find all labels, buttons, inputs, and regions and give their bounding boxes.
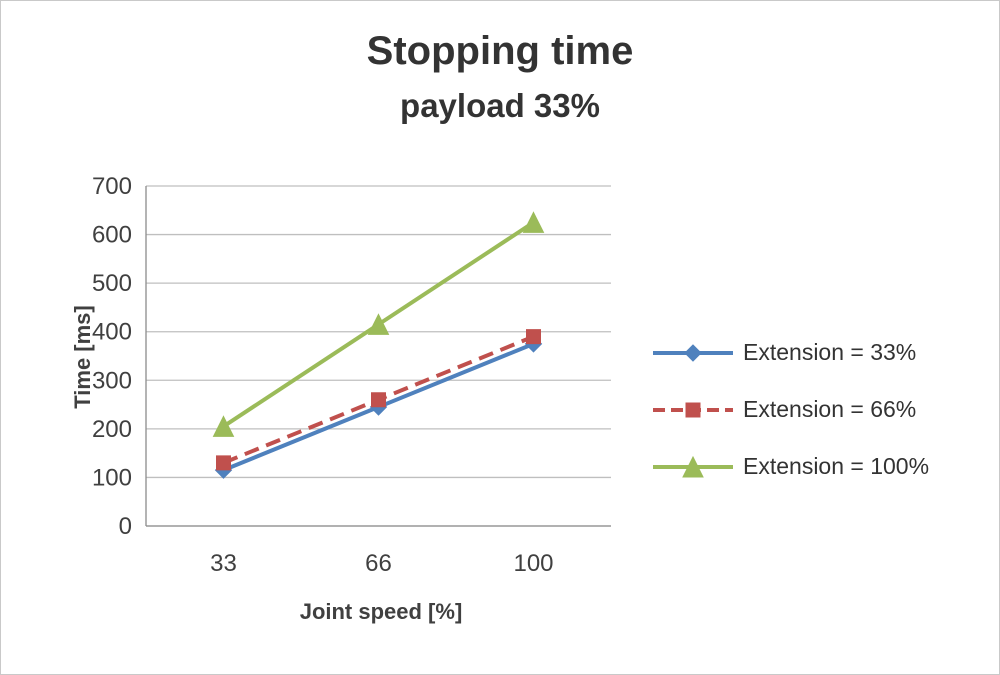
triangle-marker [212, 415, 235, 437]
x-tick-label: 100 [513, 550, 553, 577]
legend-swatch [653, 343, 733, 362]
y-tick-label: 0 [119, 513, 132, 540]
y-tick-label: 400 [92, 319, 132, 346]
square-marker [526, 329, 541, 345]
y-axis-title: Time [ms] [70, 305, 95, 409]
y-tick-label: 100 [92, 464, 132, 491]
legend-label: Extension = 100% [743, 453, 930, 479]
x-tick-label: 66 [365, 550, 392, 577]
chart-title: Stopping time [366, 29, 634, 73]
square-marker [216, 455, 231, 471]
triangle-marker [522, 211, 545, 233]
legend-label: Extension = 66% [743, 396, 917, 422]
square-marker [371, 392, 386, 408]
legend-item-1[interactable]: Extension = 66% [651, 396, 929, 423]
x-tick-label: 33 [210, 550, 237, 577]
x-axis-title: Joint speed [%] [299, 599, 463, 624]
y-tick-label: 500 [92, 270, 132, 297]
y-tick-label: 300 [92, 367, 132, 394]
legend-swatch [653, 402, 733, 417]
y-tick-label: 600 [92, 222, 132, 249]
legend: Extension = 33% Extension = 66% Extension … [651, 339, 929, 480]
y-tick-label: 700 [92, 173, 132, 200]
legend-item-0[interactable]: Extension = 33% [651, 339, 929, 366]
legend-swatch [653, 455, 733, 477]
triangle-marker [367, 313, 390, 335]
y-tick-label: 200 [92, 416, 132, 443]
chart-subtitle: payload 33% [400, 87, 600, 124]
legend-label: Extension = 33% [743, 339, 917, 365]
legend-item-2[interactable]: Extension = 100% [651, 453, 929, 480]
